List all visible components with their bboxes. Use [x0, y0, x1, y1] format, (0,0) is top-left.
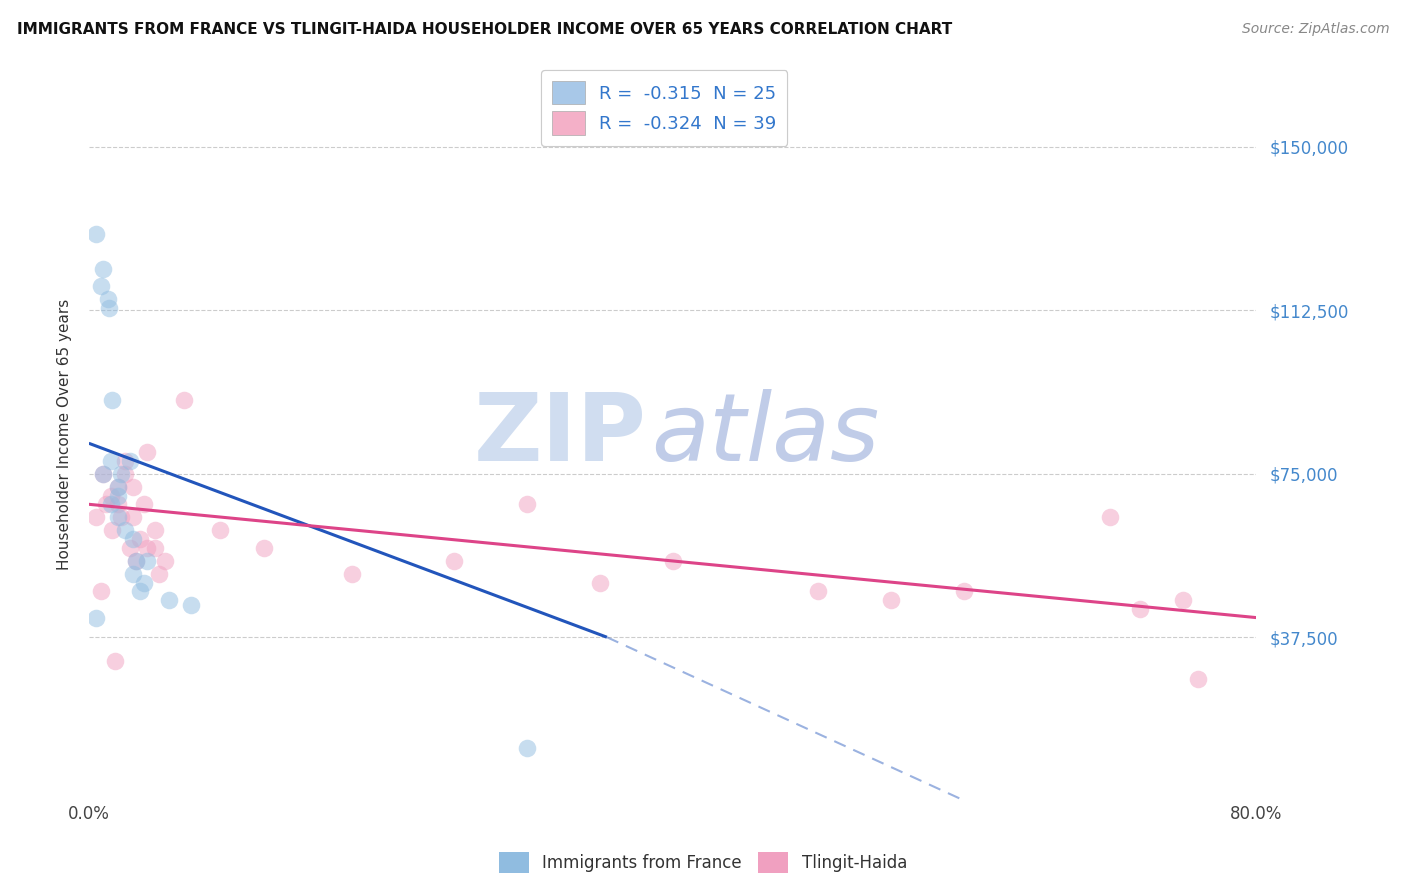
Point	[1128, 602, 1150, 616]
Point	[136, 554, 159, 568]
Text: atlas: atlas	[651, 389, 880, 480]
Legend: R =  -0.315  N = 25, R =  -0.324  N = 39: R = -0.315 N = 25, R = -0.324 N = 39	[541, 70, 787, 145]
Point	[253, 541, 276, 555]
Point	[118, 453, 141, 467]
Point	[443, 554, 465, 568]
Point	[101, 524, 124, 538]
Point	[89, 279, 111, 293]
Point	[129, 532, 152, 546]
Point	[114, 524, 136, 538]
Point	[136, 541, 159, 555]
Point	[661, 554, 683, 568]
Point	[1187, 672, 1209, 686]
Text: Source: ZipAtlas.com: Source: ZipAtlas.com	[1241, 22, 1389, 37]
Point	[880, 593, 903, 607]
Point	[148, 567, 170, 582]
Point	[107, 480, 129, 494]
Point	[134, 497, 156, 511]
Point	[93, 467, 115, 481]
Point	[129, 584, 152, 599]
Point	[807, 584, 830, 599]
Point	[953, 584, 976, 599]
Y-axis label: Householder Income Over 65 years: Householder Income Over 65 years	[58, 299, 72, 570]
Point	[84, 227, 107, 241]
Point	[114, 467, 136, 481]
Point	[101, 392, 124, 407]
Point	[100, 489, 122, 503]
Point	[107, 510, 129, 524]
Point	[93, 467, 115, 481]
Point	[124, 554, 146, 568]
Point	[114, 453, 136, 467]
Point	[98, 301, 121, 316]
Point	[121, 567, 143, 582]
Point	[84, 610, 107, 624]
Point	[104, 654, 127, 668]
Point	[107, 497, 129, 511]
Point	[107, 489, 129, 503]
Point	[84, 510, 107, 524]
Point	[110, 510, 132, 524]
Point	[143, 541, 166, 555]
Point	[157, 593, 180, 607]
Point	[96, 497, 118, 511]
Text: ZIP: ZIP	[474, 389, 647, 481]
Text: IMMIGRANTS FROM FRANCE VS TLINGIT-HAIDA HOUSEHOLDER INCOME OVER 65 YEARS CORRELA: IMMIGRANTS FROM FRANCE VS TLINGIT-HAIDA …	[17, 22, 952, 37]
Point	[153, 554, 176, 568]
Point	[107, 480, 129, 494]
Point	[340, 567, 363, 582]
Point	[180, 598, 202, 612]
Point	[1173, 593, 1195, 607]
Point	[93, 262, 115, 277]
Point	[89, 584, 111, 599]
Point	[588, 575, 610, 590]
Point	[97, 293, 120, 307]
Point	[100, 453, 122, 467]
Point	[121, 510, 143, 524]
Point	[143, 524, 166, 538]
Point	[516, 497, 538, 511]
Point	[121, 480, 143, 494]
Point	[110, 467, 132, 481]
Point	[100, 497, 122, 511]
Point	[121, 532, 143, 546]
Legend: Immigrants from France, Tlingit-Haida: Immigrants from France, Tlingit-Haida	[492, 846, 914, 880]
Point	[136, 445, 159, 459]
Point	[134, 575, 156, 590]
Point	[516, 741, 538, 756]
Point	[209, 524, 232, 538]
Point	[118, 541, 141, 555]
Point	[124, 554, 146, 568]
Point	[173, 392, 195, 407]
Point	[1099, 510, 1122, 524]
